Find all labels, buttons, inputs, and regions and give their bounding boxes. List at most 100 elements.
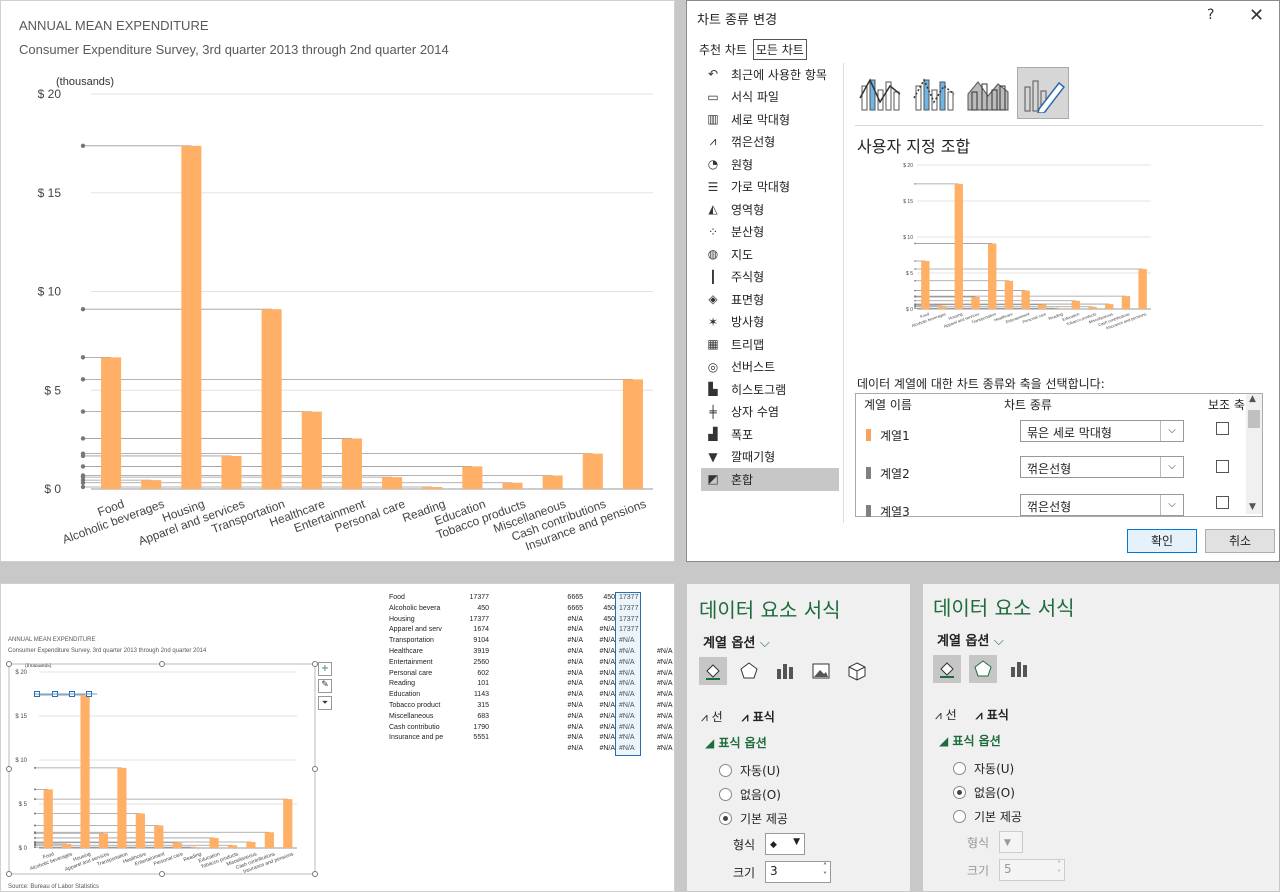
sheet-cell[interactable]: #N/A (657, 734, 673, 742)
series-type-dropdown[interactable]: 묶은 세로 막대형 ⌵ (1020, 420, 1184, 442)
sheet-cell[interactable]: 450 (603, 615, 615, 623)
sheet-cell[interactable]: #N/A (567, 626, 583, 634)
chart-type-item[interactable]: ◭ 영역형 (701, 198, 839, 221)
custom-combo-icon[interactable] (1017, 67, 1069, 119)
chart-type-item[interactable]: ▥ 세로 막대형 (701, 108, 839, 131)
radio-auto[interactable]: 자동(U) (953, 760, 1014, 777)
sheet-cell[interactable]: 17377 (469, 594, 489, 601)
chart-type-item[interactable]: ▭ 서식 파일 (701, 86, 839, 109)
chart-type-item[interactable]: ▦ 트리맵 (701, 333, 839, 356)
tab-line[interactable]: ⩘ 선 (935, 708, 957, 722)
scroll-down-icon[interactable]: ▼ (1249, 502, 1256, 512)
combo-clustered-line-icon[interactable] (855, 67, 905, 117)
series-options-bars-icon[interactable] (771, 657, 799, 685)
sheet-cell[interactable]: Alcoholic bevera (389, 604, 441, 612)
chart-type-item[interactable]: ▼ 깔때기형 (701, 446, 839, 469)
sheet-cell[interactable]: #N/A (567, 702, 583, 709)
sheet-cell[interactable]: Healthcare (389, 648, 423, 655)
sheet-cell[interactable]: #N/A (657, 712, 673, 720)
sheet-cell[interactable]: #N/A (619, 712, 635, 720)
chart-type-item[interactable]: ↶ 최근에 사용한 항목 (701, 63, 839, 86)
chart-type-item[interactable]: ⩘ 꺾은선형 (701, 131, 839, 154)
sheet-cell[interactable]: #N/A (599, 712, 615, 720)
sheet-cell[interactable]: #N/A (619, 745, 635, 753)
sheet-cell[interactable]: #N/A (599, 637, 615, 645)
sheet-cell[interactable]: #N/A (619, 648, 635, 655)
radio-builtin[interactable]: 기본 제공 (719, 810, 788, 827)
chart-filter-icon[interactable]: ⏷ (318, 696, 332, 710)
sheet-cell[interactable]: #N/A (567, 658, 583, 666)
sheet-cell[interactable]: #N/A (599, 745, 615, 753)
chart-type-item[interactable]: ╪ 상자 수염 (701, 401, 839, 424)
effects-pentagon-icon[interactable] (969, 655, 997, 683)
sheet-cell[interactable]: Apparel and serv (389, 626, 442, 634)
sheet-cell[interactable]: #N/A (657, 648, 673, 655)
sheet-cell[interactable]: Miscellaneous (389, 712, 434, 720)
spinner-arrows-icon[interactable]: ˄ ˅ (823, 862, 827, 880)
sheet-cell[interactable]: #N/A (619, 702, 635, 709)
secondary-axis-checkbox[interactable] (1216, 460, 1229, 473)
sheet-cell[interactable]: 315 (477, 702, 489, 709)
sheet-cell[interactable]: #N/A (657, 745, 673, 753)
sheet-cell[interactable]: #N/A (599, 734, 615, 742)
sheet-cell[interactable]: #N/A (619, 669, 635, 677)
chevron-down-icon[interactable]: ⌵ (1160, 457, 1183, 477)
selected-column-range[interactable] (615, 592, 641, 756)
chart-type-item[interactable]: ◔ 원형 (701, 153, 839, 176)
sheet-cell[interactable]: Cash contributio (389, 723, 440, 731)
sheet-cell[interactable]: #N/A (619, 691, 635, 699)
sheet-cell[interactable]: 1674 (473, 626, 489, 634)
radio-none[interactable]: 없음(O) (953, 784, 1015, 801)
chart-type-item[interactable]: ┃ 주식형 (701, 266, 839, 289)
sheet-cell[interactable]: #N/A (657, 658, 673, 666)
tab-marker[interactable]: ⩘ 표식 (976, 708, 1009, 722)
sheet-cell[interactable]: 101 (477, 680, 489, 688)
ok-button[interactable]: 확인 (1127, 529, 1197, 553)
chevron-down-icon[interactable]: ⌵ (1160, 421, 1183, 441)
sheet-cell[interactable]: #N/A (599, 702, 615, 709)
sheet-cell[interactable]: Transportation (389, 637, 434, 645)
sheet-cell[interactable]: 602 (477, 669, 489, 677)
tab-recommended[interactable]: 추천 차트 (699, 43, 747, 57)
marker-size-spinner[interactable]: 3 ˄ ˅ (765, 861, 831, 883)
sheet-cell[interactable]: #N/A (567, 680, 583, 688)
sheet-cell[interactable]: 450 (603, 604, 615, 612)
secondary-axis-checkbox[interactable] (1216, 422, 1229, 435)
radio-auto[interactable]: 자동(U) (719, 762, 780, 779)
sheet-cell[interactable]: 17377 (619, 626, 639, 634)
scroll-thumb[interactable] (1248, 410, 1260, 428)
scroll-up-icon[interactable]: ▲ (1249, 394, 1256, 404)
fill-line-icon[interactable] (699, 657, 727, 685)
sheet-cell[interactable]: Reading (389, 680, 416, 688)
marker-options-section[interactable]: ◢ 표식 옵션 (939, 732, 1001, 749)
sheet-cell[interactable]: #N/A (567, 745, 583, 753)
sheet-cell[interactable]: Entertainment (389, 658, 433, 666)
tab-line[interactable]: ⩘ 선 (701, 710, 723, 724)
sheet-cell[interactable]: #N/A (657, 723, 673, 731)
chart-type-item[interactable]: ◈ 표면형 (701, 288, 839, 311)
marker-options-section[interactable]: ◢ 표식 옵션 (705, 734, 767, 751)
sheet-cell[interactable]: 683 (477, 712, 489, 720)
sheet-cell[interactable]: #N/A (619, 637, 635, 645)
sheet-cell[interactable]: #N/A (567, 615, 583, 623)
sheet-cell[interactable]: 6665 (567, 604, 583, 612)
chart-type-item[interactable]: ▟ 폭포 (701, 423, 839, 446)
sheet-cell[interactable]: #N/A (657, 680, 673, 688)
series-options-dropdown[interactable]: 계열 옵션 ⌵ (937, 630, 1004, 649)
sheet-cell[interactable]: Housing (389, 615, 415, 623)
sheet-cell[interactable]: #N/A (657, 702, 673, 709)
picture-icon[interactable] (807, 657, 835, 685)
sheet-cell[interactable]: #N/A (599, 669, 615, 677)
chart-type-item[interactable]: ☰ 가로 막대형 (701, 176, 839, 199)
sheet-cell[interactable]: #N/A (619, 723, 635, 731)
marker-type-dropdown[interactable]: ◆ ▼ (765, 833, 805, 855)
chart-type-item[interactable]: ⁘ 분산형 (701, 221, 839, 244)
sheet-cell[interactable]: #N/A (599, 723, 615, 731)
secondary-axis-checkbox[interactable] (1216, 496, 1229, 509)
sheet-cell[interactable]: #N/A (599, 626, 615, 634)
sheet-cell[interactable]: 2560 (473, 658, 489, 666)
sheet-cell[interactable]: 6665 (567, 594, 583, 601)
sheet-cell[interactable]: 17377 (619, 604, 639, 612)
close-button[interactable]: ✕ (1249, 5, 1265, 26)
